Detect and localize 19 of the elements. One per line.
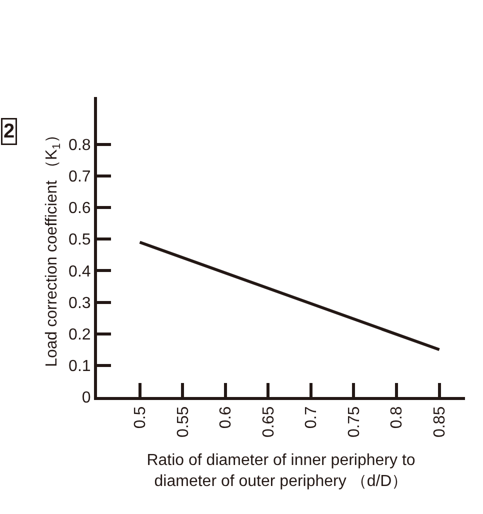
y-tick-label: 0.5	[68, 232, 91, 249]
y-tick-label: 0.4	[68, 263, 91, 280]
x-tick-label: 0.8	[388, 406, 406, 429]
x-axis-title: Ratio of diameter of inner periphery to diameter of outer periphery （d/D）	[146, 452, 416, 490]
x-tick-label: 0.7	[303, 406, 320, 429]
x-tick-label: 0.6	[218, 406, 235, 429]
y-tick-label: 0	[82, 390, 91, 407]
x-tick-label: 0.75	[346, 406, 363, 438]
y-tick-label: 0.8	[68, 136, 91, 154]
x-tick-label: 0.55	[174, 406, 192, 438]
x-tick-label: 0.5	[132, 406, 149, 429]
x-tick-label: 0.65	[260, 406, 278, 438]
text: 2	[4, 120, 15, 142]
y-tick-label: 0.1	[68, 358, 91, 376]
y-tick-label: 0.3	[68, 294, 91, 312]
y-tick-label: 0.6	[68, 200, 91, 218]
x-tick-label: 0.85	[432, 406, 449, 438]
y-tick-label: 0.2	[68, 326, 91, 344]
y-tick-label: 0.7	[68, 168, 91, 186]
